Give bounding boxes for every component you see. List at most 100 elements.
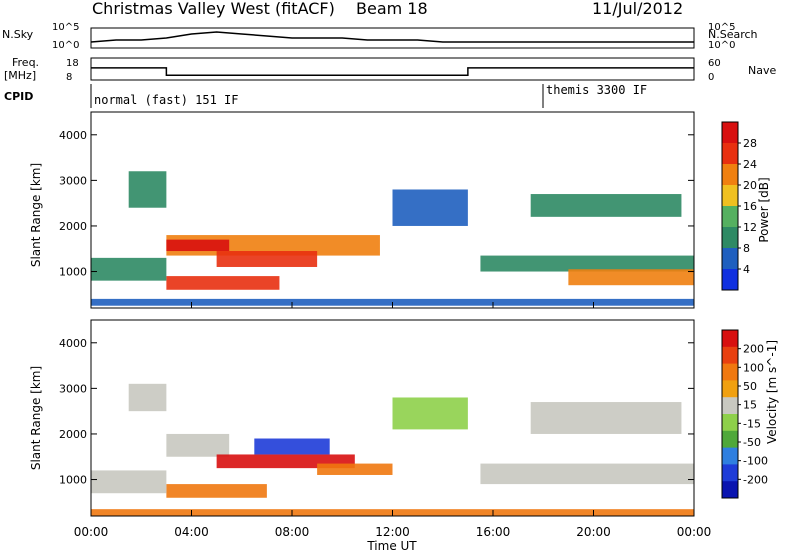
noise-left-label: N.Sky bbox=[2, 28, 34, 41]
power-colorbar-swatch bbox=[722, 269, 738, 291]
velocity-scatter-band bbox=[166, 433, 230, 457]
power-scatter-band bbox=[216, 251, 318, 267]
frequency-frame bbox=[90, 57, 695, 81]
time-axis-tick-label: 08:00 bbox=[275, 525, 310, 539]
velocity-colorbar-swatch bbox=[722, 464, 738, 482]
velocity-colorbar-swatch bbox=[722, 447, 738, 465]
power-scatter-band bbox=[91, 257, 167, 281]
cpid-label: CPID bbox=[4, 90, 33, 103]
noise-right-label: N.Search bbox=[708, 28, 758, 41]
power-scatter-band bbox=[392, 189, 468, 226]
time-axis-tick-label: 12:00 bbox=[375, 525, 410, 539]
nave-label: Nave bbox=[748, 64, 776, 77]
velocity-colorbar-tick-label: 200 bbox=[743, 343, 764, 356]
noise-panel: N.Sky N.Search 10^5 10^0 10^5 10^0 bbox=[2, 22, 758, 51]
velocity-colorbar-tick-label: -15 bbox=[743, 417, 761, 430]
beam-label: Beam 18 bbox=[356, 0, 428, 18]
velocity-scatter-band bbox=[128, 383, 167, 412]
velocity-colorbar-swatch bbox=[722, 481, 738, 499]
power-scatter-band bbox=[530, 194, 682, 217]
noise-left-tick-high: 10^5 bbox=[52, 22, 79, 33]
power-colorbar-tick-label: 8 bbox=[743, 242, 750, 255]
power-colorbar-swatch bbox=[722, 206, 738, 228]
power-scatter-band bbox=[166, 276, 280, 290]
velocity-colorbar-swatch bbox=[722, 363, 738, 381]
velocity-colorbar: 200 100 50 15 -15 -50 -100 -200 bbox=[721, 329, 768, 499]
noise-right-tick-high: 10^5 bbox=[708, 22, 735, 33]
velocity-y-axis-label: Slant Range [km] bbox=[29, 366, 43, 470]
velocity-colorbar-tick-label: -200 bbox=[743, 473, 768, 486]
power-colorbar-tick-label: 24 bbox=[743, 158, 757, 171]
time-axis-tick-label: 00:00 bbox=[74, 525, 109, 539]
frequency-panel: Freq. [MHz] 18 8 60 0 Nave bbox=[4, 56, 776, 83]
power-colorbar-swatch bbox=[722, 248, 738, 270]
time-axis-ticks: 00:00 04:00 08:00 12:00 16:00 20:00 00:00 bbox=[74, 302, 712, 539]
frequency-left-tick-low: 8 bbox=[66, 72, 72, 83]
noise-left-tick-low: 10^0 bbox=[52, 40, 79, 51]
power-colorbar: 28 24 20 16 12 8 4 bbox=[721, 121, 757, 291]
time-axis-tick-label: 00:00 bbox=[677, 525, 712, 539]
cpid-strip: CPID normal (fast) 151 IF themis 3300 IF bbox=[4, 83, 647, 108]
power-y-tick-label: 2000 bbox=[59, 220, 87, 233]
power-scatter-band bbox=[568, 269, 694, 286]
frequency-label-line1: Freq. bbox=[12, 56, 39, 69]
velocity-y-tick-label: 3000 bbox=[59, 382, 87, 395]
velocity-colorbar-frame bbox=[721, 329, 739, 499]
power-colorbar-tick-label: 16 bbox=[743, 200, 757, 213]
power-colorbar-swatch bbox=[722, 227, 738, 249]
power-colorbar-label: Power [dB] bbox=[757, 177, 771, 242]
velocity-colorbar-swatch bbox=[722, 397, 738, 415]
frequency-left-tick-high: 18 bbox=[66, 58, 79, 69]
time-axis-tick-label: 16:00 bbox=[476, 525, 511, 539]
velocity-colorbar-tick-label: 50 bbox=[743, 380, 757, 393]
power-y-tick-label: 1000 bbox=[59, 266, 87, 279]
velocity-colorbar-tick-label: -50 bbox=[743, 436, 761, 449]
velocity-scatter-band bbox=[91, 470, 167, 494]
velocity-colorbar-label: Velocity [m s^-1] bbox=[765, 340, 779, 444]
plot-title: Christmas Valley West (fitACF) bbox=[92, 0, 335, 18]
power-colorbar-swatch bbox=[722, 122, 738, 144]
noise-series-line bbox=[90, 31, 694, 43]
cpid-segment-2: themis 3300 IF bbox=[546, 83, 647, 97]
time-axis-tick-label: 20:00 bbox=[576, 525, 611, 539]
power-colorbar-tick-label: 20 bbox=[743, 179, 757, 192]
time-axis-label: Time UT bbox=[366, 539, 417, 553]
date-label: 11/Jul/2012 bbox=[592, 0, 683, 18]
noise-frame bbox=[90, 27, 695, 49]
cpid-segment-1: normal (fast) 151 IF bbox=[94, 93, 239, 107]
time-axis-tick-label: 04:00 bbox=[174, 525, 209, 539]
velocity-colorbar-swatch bbox=[722, 330, 738, 348]
power-colorbar-tick-label: 4 bbox=[743, 263, 750, 276]
velocity-colorbar-swatch bbox=[722, 346, 738, 365]
frequency-label-line2: [MHz] bbox=[4, 69, 36, 82]
velocity-colorbar-tick-label: -100 bbox=[743, 455, 768, 468]
velocity-panel: Slant Range [km] 1000 2000 3000 4000 200 100… bbox=[29, 319, 779, 517]
power-scatter-band bbox=[166, 239, 230, 252]
velocity-scatter-band bbox=[317, 463, 393, 475]
velocity-colorbar-swatch bbox=[722, 414, 738, 432]
power-colorbar-swatch bbox=[722, 164, 738, 186]
power-scatter-band bbox=[128, 171, 167, 208]
frequency-series-line bbox=[91, 67, 694, 76]
velocity-scatter-band bbox=[480, 463, 694, 485]
power-y-tick-label: 4000 bbox=[59, 129, 87, 142]
noise-right-tick-low: 10^0 bbox=[708, 40, 735, 51]
power-y-axis-label: Slant Range [km] bbox=[29, 163, 43, 267]
velocity-colorbar-swatch bbox=[722, 380, 738, 398]
power-colorbar-tick-label: 28 bbox=[743, 137, 757, 150]
nave-tick-high: 60 bbox=[708, 58, 721, 69]
power-colorbar-swatch bbox=[722, 185, 738, 207]
velocity-scatter-band bbox=[254, 438, 330, 455]
velocity-colorbar-swatch bbox=[722, 430, 738, 449]
velocity-y-tick-label: 1000 bbox=[59, 474, 87, 487]
power-panel: Slant Range [km] 1000 2000 3000 4000 28 24 20… bbox=[29, 111, 771, 309]
power-colorbar-tick-label: 12 bbox=[743, 221, 757, 234]
velocity-scatter-band bbox=[166, 484, 267, 498]
velocity-colorbar-tick-label: 15 bbox=[743, 399, 757, 412]
nave-tick-low: 0 bbox=[708, 72, 714, 83]
velocity-scatter-band bbox=[392, 397, 468, 430]
velocity-y-tick-label: 4000 bbox=[59, 337, 87, 350]
velocity-y-ticks: 1000 2000 3000 4000 bbox=[59, 337, 694, 487]
